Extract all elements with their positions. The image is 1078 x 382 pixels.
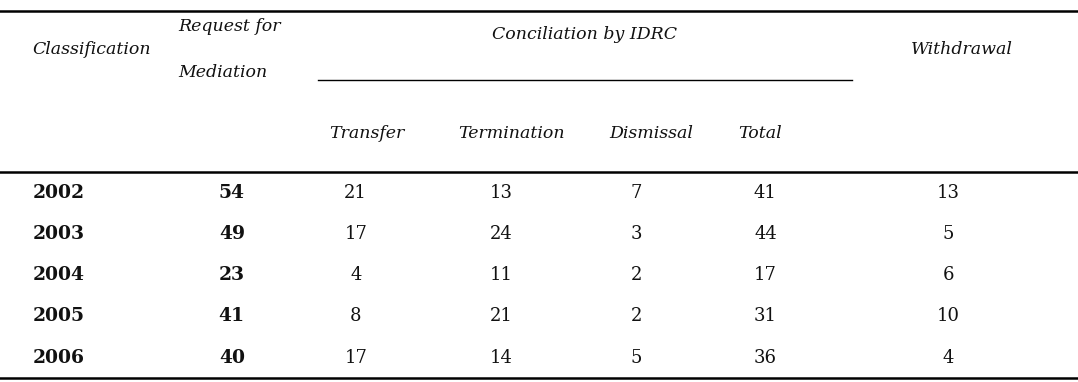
Text: Conciliation by IDRC: Conciliation by IDRC [493,26,677,43]
Text: 6: 6 [943,266,954,284]
Text: Withdrawal: Withdrawal [911,41,1013,58]
Text: Transfer: Transfer [329,125,404,142]
Text: 54: 54 [219,183,245,202]
Text: 2003: 2003 [32,225,84,243]
Text: 3: 3 [631,225,641,243]
Text: 36: 36 [754,348,777,367]
Text: 17: 17 [754,266,777,284]
Text: 4: 4 [350,266,361,284]
Text: 2: 2 [631,307,641,325]
Text: 2004: 2004 [32,266,84,284]
Text: 24: 24 [489,225,513,243]
Text: 13: 13 [489,183,513,202]
Text: Classification: Classification [32,41,151,58]
Text: 14: 14 [489,348,513,367]
Text: Termination: Termination [458,125,565,142]
Text: 41: 41 [754,183,777,202]
Text: 13: 13 [937,183,960,202]
Text: Request for: Request for [178,18,280,35]
Text: 2002: 2002 [32,183,84,202]
Text: 40: 40 [219,348,245,367]
Text: 7: 7 [631,183,641,202]
Text: 31: 31 [754,307,777,325]
Text: 2005: 2005 [32,307,84,325]
Text: 10: 10 [937,307,960,325]
Text: 44: 44 [754,225,777,243]
Text: 4: 4 [943,348,954,367]
Text: 21: 21 [344,183,368,202]
Text: 5: 5 [943,225,954,243]
Text: 17: 17 [344,348,368,367]
Text: 17: 17 [344,225,368,243]
Text: 41: 41 [219,307,245,325]
Text: 21: 21 [489,307,513,325]
Text: 49: 49 [219,225,245,243]
Text: 11: 11 [489,266,513,284]
Text: Total: Total [738,125,782,142]
Text: 23: 23 [219,266,245,284]
Text: Mediation: Mediation [178,64,267,81]
Text: Dismissal: Dismissal [609,125,693,142]
Text: 2006: 2006 [32,348,84,367]
Text: 8: 8 [350,307,361,325]
Text: 5: 5 [631,348,641,367]
Text: 2: 2 [631,266,641,284]
